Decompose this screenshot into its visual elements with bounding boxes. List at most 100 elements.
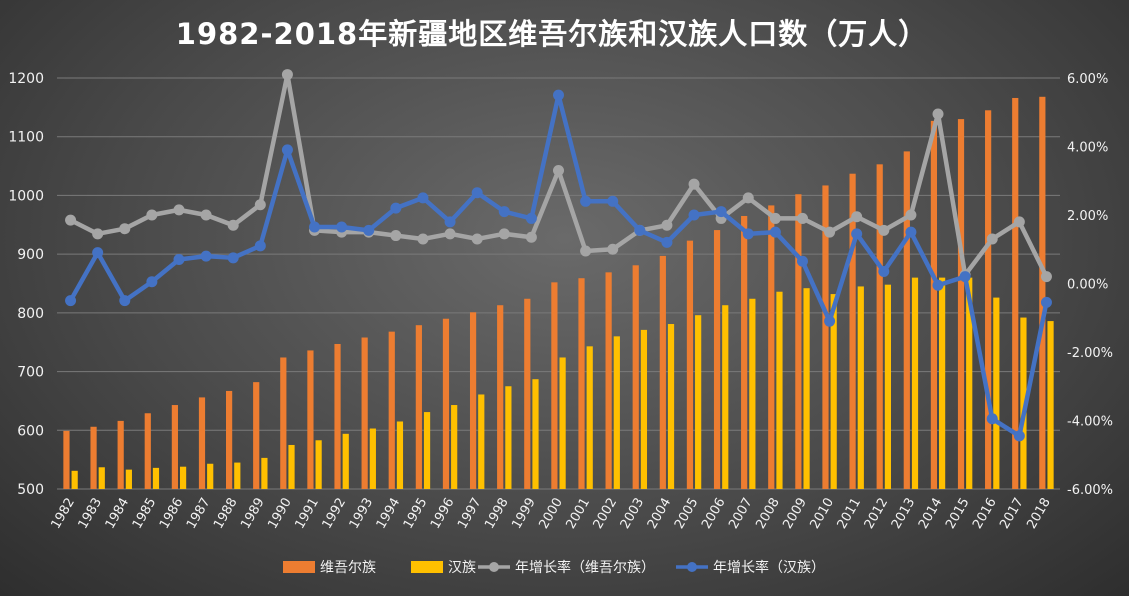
x-tick-label: 2013 (889, 496, 919, 532)
point-3-2007 (742, 228, 754, 240)
point-2-1984 (119, 223, 131, 235)
y-right-tick-label: 2.00% (1067, 209, 1108, 224)
x-tick-label: 1991 (292, 496, 322, 532)
bar-0-1983 (90, 426, 97, 489)
bar-0-2002 (605, 272, 612, 489)
point-3-1996 (444, 216, 456, 228)
legend-swatch-1 (411, 561, 443, 573)
point-2-2017 (1013, 216, 1025, 228)
point-2-2018 (1040, 271, 1052, 283)
point-3-2016 (986, 413, 998, 425)
bar-0-1996 (442, 318, 450, 489)
line-layer (65, 69, 1052, 442)
bar-0-1985 (144, 413, 151, 489)
point-3-1985 (146, 276, 158, 288)
bar-0-2008 (768, 205, 775, 489)
point-3-2015 (959, 271, 971, 283)
y-right-tick-label: -2.00% (1067, 346, 1113, 361)
point-3-2009 (796, 255, 808, 267)
x-tick-label: 2012 (862, 496, 892, 532)
point-2-1988 (227, 219, 239, 231)
x-tick-label: 2009 (780, 496, 810, 532)
bar-0-2013 (903, 151, 910, 489)
x-tick-label: 1999 (509, 496, 539, 532)
point-2-2016 (986, 233, 998, 245)
x-tick-label: 2000 (536, 496, 566, 532)
y-right-tick-label: -4.00% (1067, 415, 1113, 430)
x-tick-label: 1983 (76, 496, 106, 532)
y-left-tick-label: 900 (17, 247, 44, 263)
bar-1-2005 (695, 315, 702, 489)
x-tick-label: 2016 (970, 496, 1000, 532)
point-3-1995 (417, 192, 429, 204)
legend-label-1: 汉族 (448, 560, 476, 576)
bar-1-2015 (966, 277, 973, 489)
point-2-2005 (688, 178, 700, 190)
x-tick-label: 1994 (374, 496, 404, 532)
bar-0-2016 (985, 110, 992, 490)
chart-title: 1982-2018年新疆地区维吾尔族和汉族人口数（万人） (176, 17, 928, 51)
x-tick-label: 2010 (808, 496, 838, 532)
y-right-tick-label: 6.00% (1067, 72, 1108, 87)
bar-1-1986 (179, 466, 187, 489)
bar-0-2009 (795, 194, 802, 490)
bar-0-1982 (63, 430, 70, 489)
x-tick-label: 2005 (672, 496, 702, 532)
legend-label-3: 年增长率（汉族） (713, 559, 825, 576)
bar-0-1986 (171, 405, 178, 489)
y-left-tick-label: 500 (17, 482, 44, 498)
bar-1-1998 (505, 386, 512, 489)
legend: 维吾尔族 汉族 年增长率（维吾尔族） 年增长率（汉族） (283, 559, 825, 576)
x-tick-label: 1984 (103, 496, 133, 532)
y-left-tick-label: 1200 (8, 71, 44, 87)
x-tick-label: 1993 (347, 496, 377, 532)
bar-0-1994 (388, 331, 395, 489)
x-tick-label: 1988 (211, 496, 241, 532)
bar-1-2001 (586, 346, 593, 489)
x-tick-label: 2003 (618, 496, 648, 532)
x-tick-label: 1990 (265, 496, 295, 532)
y-right-tick-label: 0.00% (1067, 278, 1108, 293)
point-3-1994 (390, 202, 402, 214)
x-tick-label: 2014 (916, 496, 946, 532)
point-3-2001 (580, 195, 592, 207)
point-3-1998 (498, 206, 510, 218)
y-left-tick-label: 1000 (8, 188, 44, 204)
x-tick-label: 1989 (238, 496, 268, 532)
x-tick-label: 2002 (591, 496, 621, 532)
point-3-1982 (65, 295, 77, 307)
point-3-1997 (471, 187, 483, 199)
bar-1-2000 (559, 357, 566, 489)
bar-1-2016 (993, 297, 1000, 489)
bar-0-2015 (957, 119, 965, 489)
bar-layer (63, 96, 1054, 490)
bar-0-1992 (334, 343, 341, 489)
bar-1-1988 (234, 462, 241, 489)
point-3-2018 (1040, 296, 1052, 308)
point-2-1995 (417, 233, 429, 245)
bar-0-2018 (1039, 96, 1046, 489)
bar-1-2017 (1020, 317, 1027, 489)
bar-0-2003 (632, 265, 639, 489)
point-3-1992 (336, 221, 348, 233)
x-tick-label: 1996 (428, 496, 458, 532)
x-tick-label: 1992 (320, 496, 350, 532)
x-tick-label: 1982 (48, 496, 78, 532)
bar-0-1995 (415, 325, 422, 489)
point-2-2013 (905, 209, 917, 221)
bar-1-2006 (722, 305, 729, 489)
x-tick-label: 1987 (184, 496, 214, 532)
point-3-2012 (878, 266, 890, 278)
point-3-2003 (634, 224, 646, 236)
point-3-1984 (119, 295, 131, 307)
bar-0-1989 (253, 382, 260, 489)
point-2-1987 (200, 209, 212, 221)
point-2-2010 (824, 226, 836, 238)
bar-0-2014 (930, 120, 938, 490)
bar-0-2001 (578, 278, 585, 489)
x-tick-label: 1985 (130, 496, 160, 532)
point-2-2009 (796, 212, 808, 224)
bar-1-1984 (125, 469, 132, 489)
